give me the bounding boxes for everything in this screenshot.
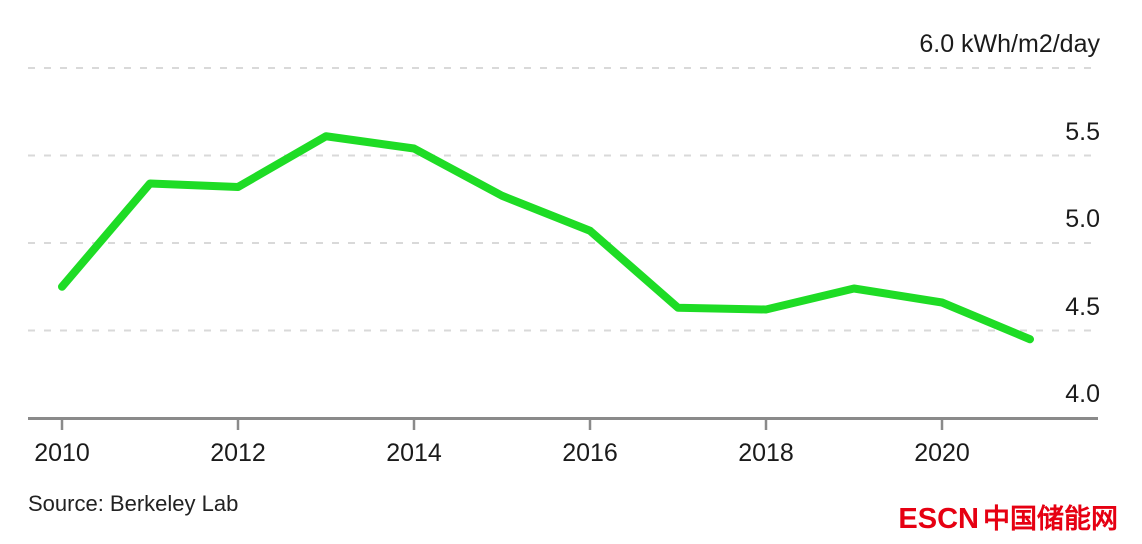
x-axis-tick-label: 2010 xyxy=(34,439,90,467)
x-axis-tick-label: 2012 xyxy=(210,439,266,467)
x-axis-tick-label: 2014 xyxy=(386,439,442,467)
y-axis-tick-label: 5.0 xyxy=(1065,205,1100,233)
series-line-solar-resource-kwh-m2-day xyxy=(58,132,1034,344)
x-axis-tick-label: 2016 xyxy=(562,439,618,467)
source-label: Source: Berkeley Lab xyxy=(28,491,239,516)
y-axis-tick-label: 5.5 xyxy=(1065,117,1100,146)
y-axis-tick-label: 4.0 xyxy=(1065,380,1100,408)
brand-logo: ESCN 中国储能网 xyxy=(898,497,1118,536)
x-axis-tick-label: 2018 xyxy=(738,439,794,467)
y-axis-tick-label: 4.5 xyxy=(1065,292,1100,321)
y-axis-tick-label: 6.0 kWh/m2/day xyxy=(919,30,1100,58)
brand-logo-cn: 中国储能网 xyxy=(983,504,1118,534)
x-axis-tick-label: 2020 xyxy=(914,439,970,467)
brand-logo-latin: ESCN xyxy=(898,503,979,535)
